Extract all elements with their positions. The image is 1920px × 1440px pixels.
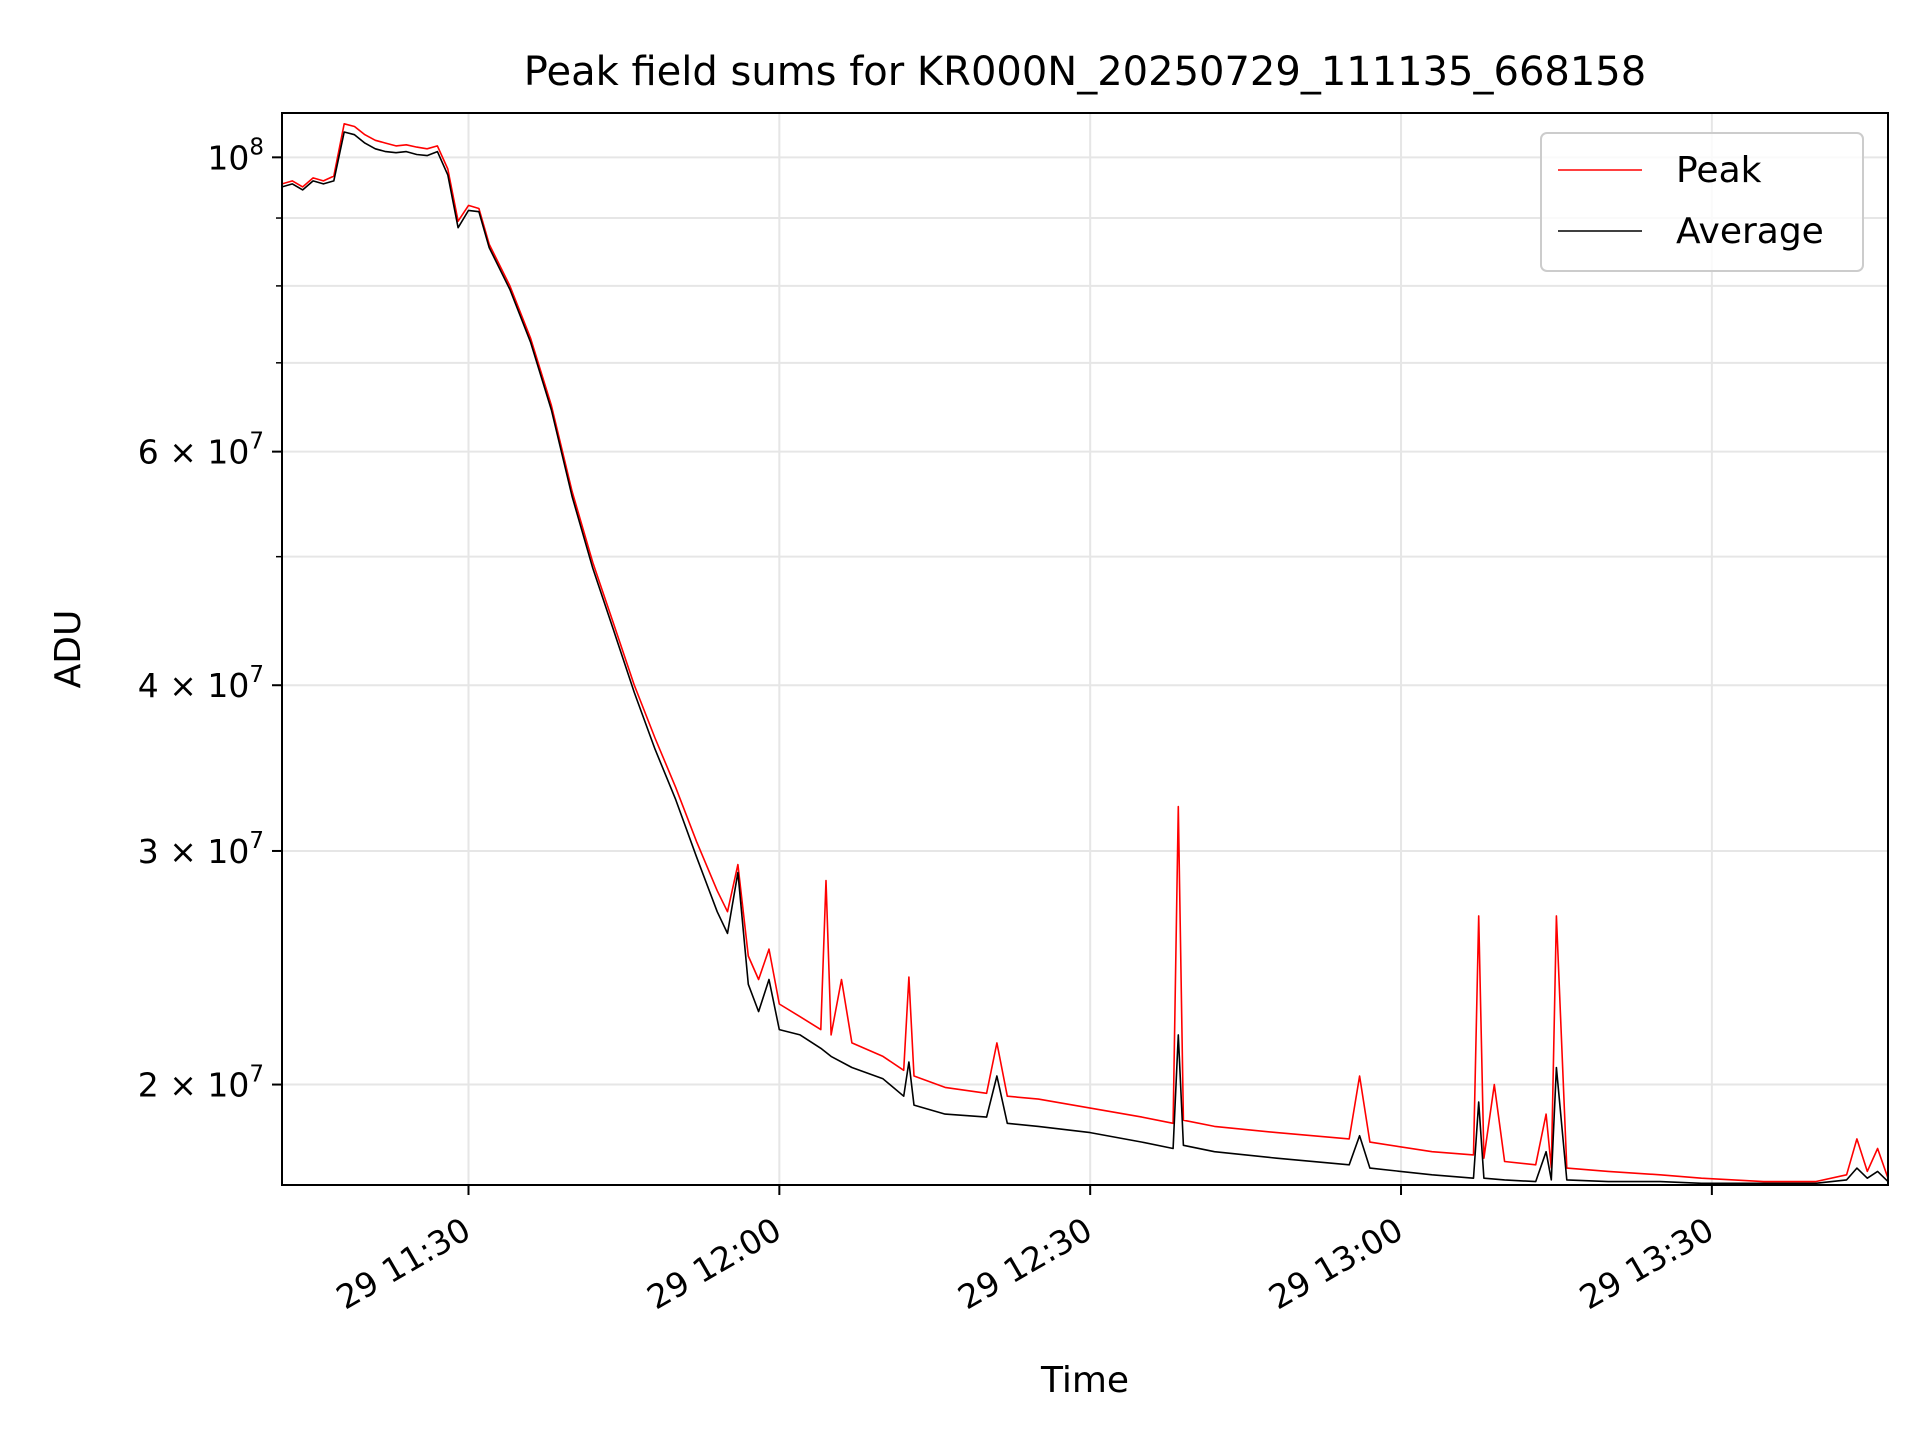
series-line-average (282, 131, 1888, 1185)
series-group (282, 123, 1888, 1185)
series-line-peak (282, 123, 1888, 1183)
legend-label-peak: Peak (1676, 150, 1762, 191)
legend-label-average: Average (1676, 211, 1824, 252)
x-axis-label: Time (1040, 1360, 1129, 1401)
plot-frame (281, 112, 1889, 1186)
y-tick-label-2: 4 × 107 (138, 662, 264, 705)
y-tick-label-0: 108 (207, 134, 264, 177)
y-tick-label-4: 2 × 107 (138, 1062, 264, 1105)
legend: Peak Average (1540, 132, 1864, 272)
y-axis-label: ADU (48, 610, 89, 689)
y-tick-label-3: 3 × 107 (138, 828, 264, 871)
legend-box (1540, 132, 1864, 272)
y-tick-label-1: 6 × 107 (138, 429, 264, 472)
y-axis: 108 6 × 107 4 × 107 3 × 107 2 × 107 (138, 134, 282, 1105)
chart-title: Peak field sums for KR000N_20250729_1111… (524, 49, 1646, 95)
